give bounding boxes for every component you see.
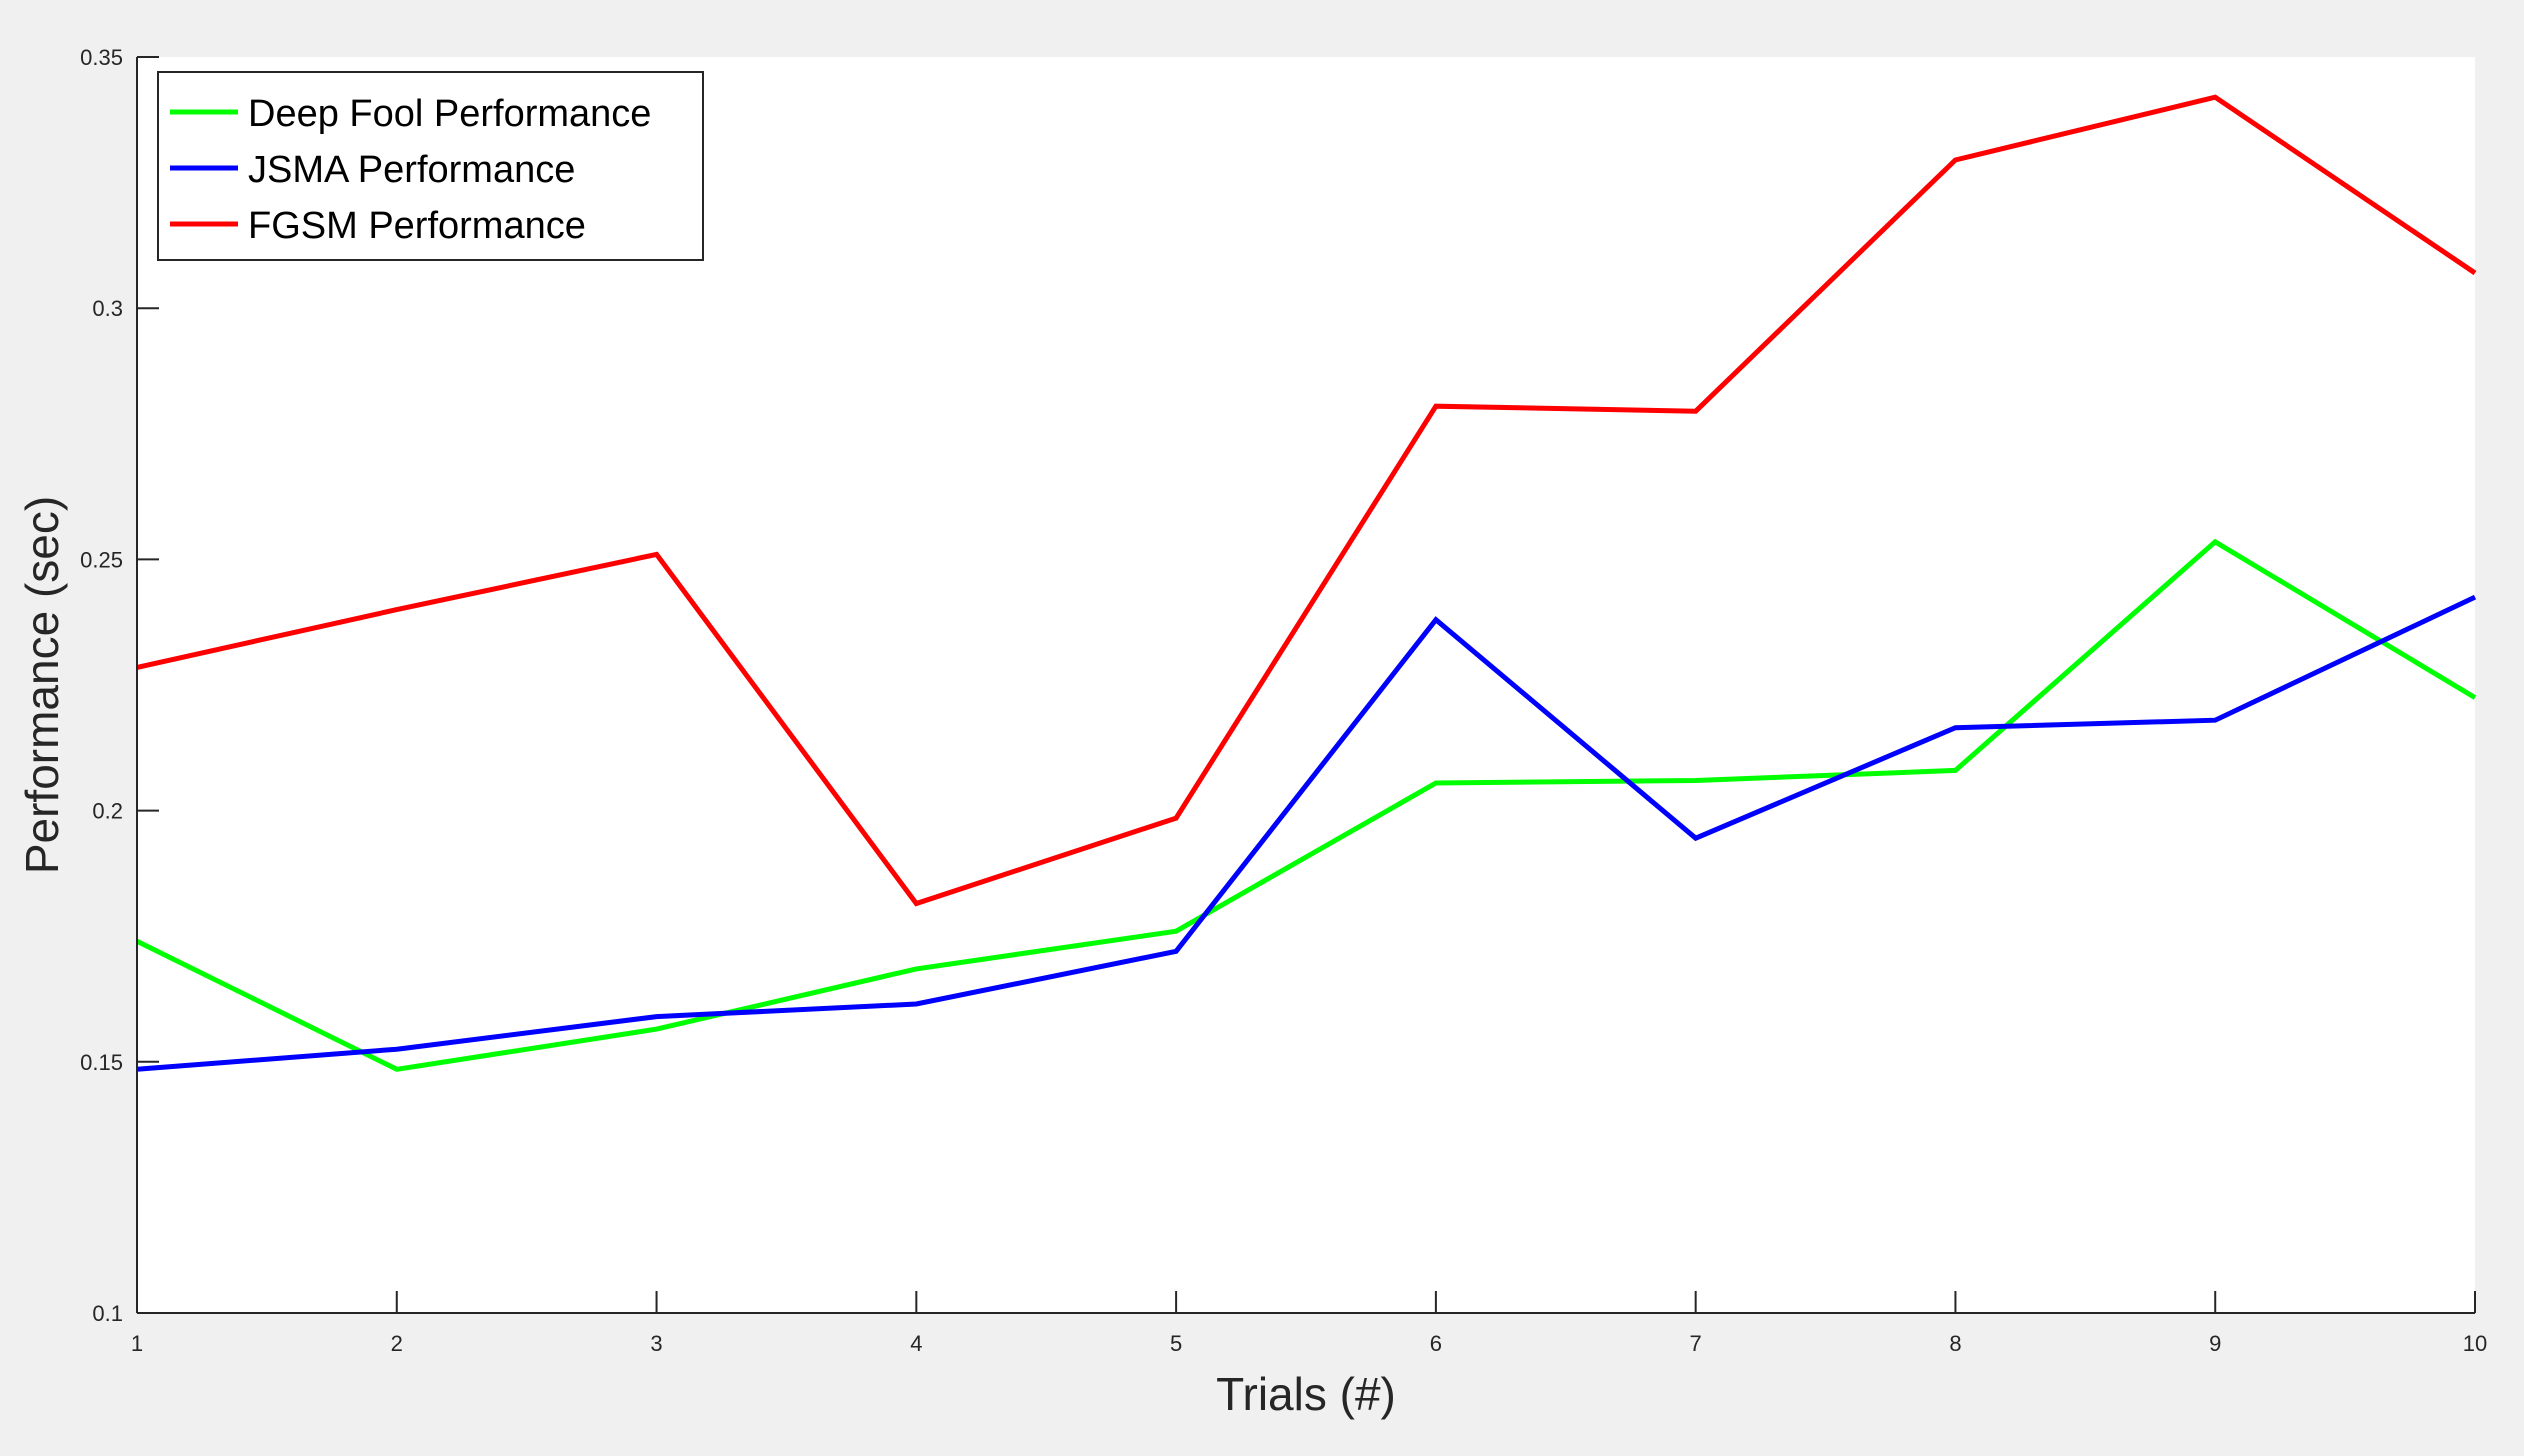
x-tick-label: 7 — [1690, 1331, 1702, 1356]
y-tick-label: 0.35 — [80, 45, 123, 70]
legend-entry-1[interactable]: Deep Fool Performance — [248, 93, 651, 135]
y-tick-label: 0.1 — [92, 1301, 123, 1326]
series-line-2 — [136, 594, 2477, 1072]
series-lines — [135, 94, 2477, 1072]
y-tick-label: 0.15 — [80, 1050, 123, 1075]
x-tick-label: 8 — [1949, 1331, 1961, 1356]
x-axis-label: Trials (#) — [1216, 1368, 1396, 1420]
x-tick-label: 3 — [650, 1331, 662, 1356]
series-line-3 — [136, 94, 2477, 907]
y-tick-label: 0.2 — [92, 799, 123, 824]
x-tick-label: 6 — [1430, 1331, 1442, 1356]
legend[interactable]: Deep Fool Performance JSMA Performance FGS… — [157, 71, 704, 261]
y-tick-label: 0.3 — [92, 296, 123, 321]
axes-frame — [136, 57, 2475, 1314]
x-tick-label: 4 — [910, 1331, 922, 1356]
legend-entry-2[interactable]: JSMA Performance — [248, 149, 575, 191]
y-tick-label: 0.25 — [80, 547, 123, 572]
legend-box — [157, 71, 704, 261]
plot-area — [137, 57, 2475, 1313]
series-line-1 — [135, 538, 2477, 1072]
x-tick-label: 10 — [2463, 1331, 2487, 1356]
axis-ticks: 1 2 3 4 5 6 7 8 9 10 0.1 0.15 0.2 0.25 0.3 0.35 — [80, 45, 2487, 1356]
x-tick-label: 2 — [391, 1331, 403, 1356]
x-tick-label: 1 — [131, 1331, 143, 1356]
y-axis-label: Performance (sec) — [16, 496, 68, 874]
x-tick-label: 9 — [2209, 1331, 2221, 1356]
x-tick-label: 5 — [1170, 1331, 1182, 1356]
legend-entry-3[interactable]: FGSM Performance — [248, 205, 586, 247]
